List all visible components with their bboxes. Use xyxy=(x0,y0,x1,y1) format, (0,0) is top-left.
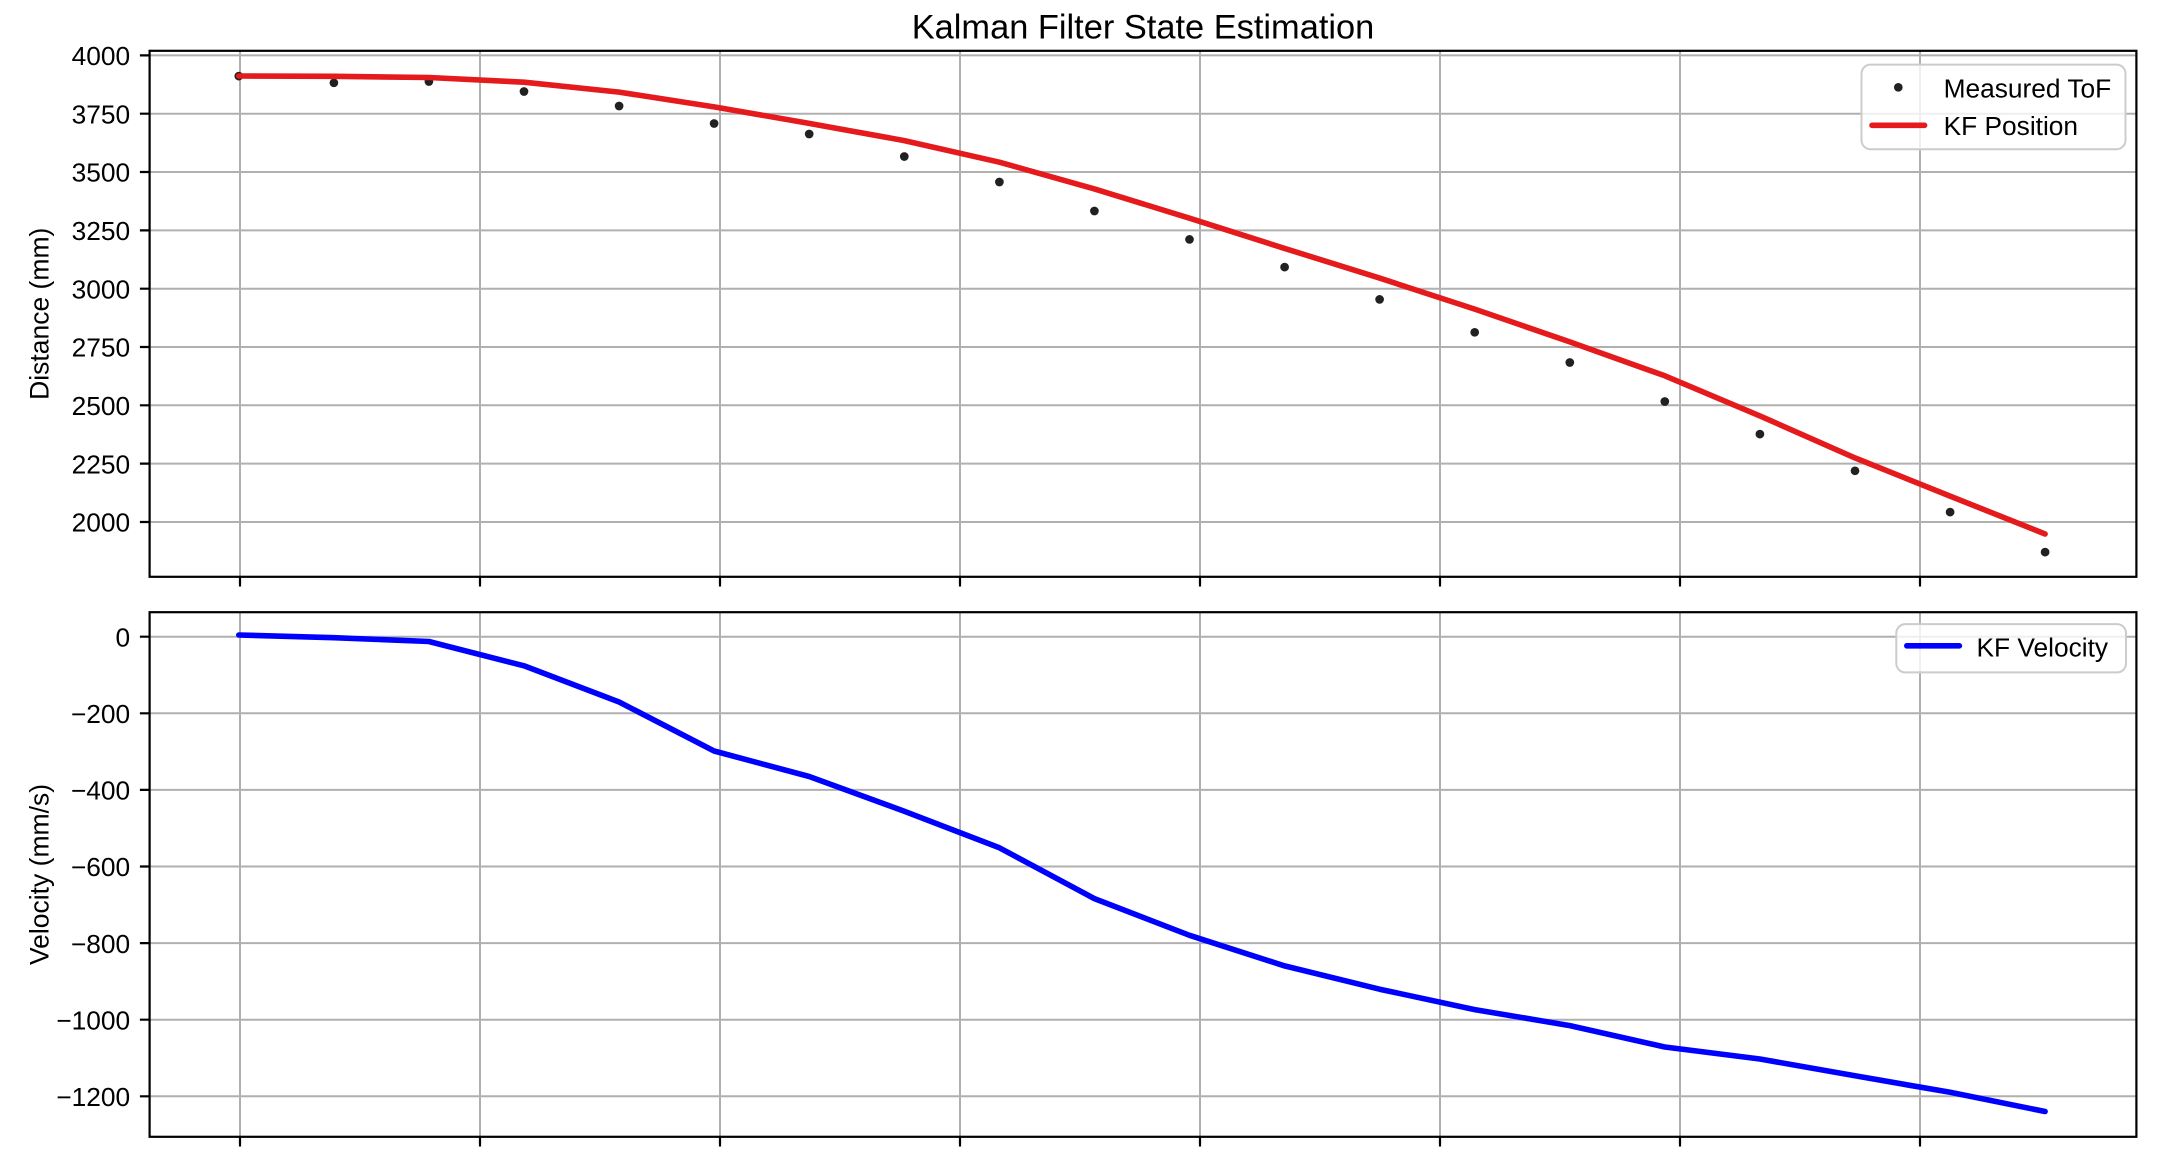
svg-text:4000: 4000 xyxy=(72,41,131,71)
svg-text:KF Velocity: KF Velocity xyxy=(1977,632,2109,662)
svg-text:Kalman Filter State Estimation: Kalman Filter State Estimation xyxy=(912,9,1375,47)
svg-text:Distance (mm): Distance (mm) xyxy=(25,228,55,400)
svg-text:−600: −600 xyxy=(71,852,130,882)
svg-text:3000: 3000 xyxy=(72,274,131,304)
svg-text:3750: 3750 xyxy=(72,99,131,129)
svg-text:−400: −400 xyxy=(71,776,130,806)
svg-text:Velocity (mm/s): Velocity (mm/s) xyxy=(25,784,55,965)
svg-text:−200: −200 xyxy=(71,699,130,729)
svg-text:Measured ToF: Measured ToF xyxy=(1944,73,2112,103)
svg-text:KF Position: KF Position xyxy=(1944,111,2078,141)
svg-text:0: 0 xyxy=(116,622,131,652)
svg-text:3250: 3250 xyxy=(72,216,131,246)
svg-text:−800: −800 xyxy=(71,929,130,959)
svg-text:2750: 2750 xyxy=(72,333,131,363)
svg-text:−1200: −1200 xyxy=(56,1082,130,1112)
svg-text:2250: 2250 xyxy=(72,449,131,479)
svg-text:2500: 2500 xyxy=(72,391,131,421)
svg-text:3500: 3500 xyxy=(72,158,131,188)
svg-text:2000: 2000 xyxy=(72,508,131,538)
svg-text:−1000: −1000 xyxy=(56,1005,130,1035)
